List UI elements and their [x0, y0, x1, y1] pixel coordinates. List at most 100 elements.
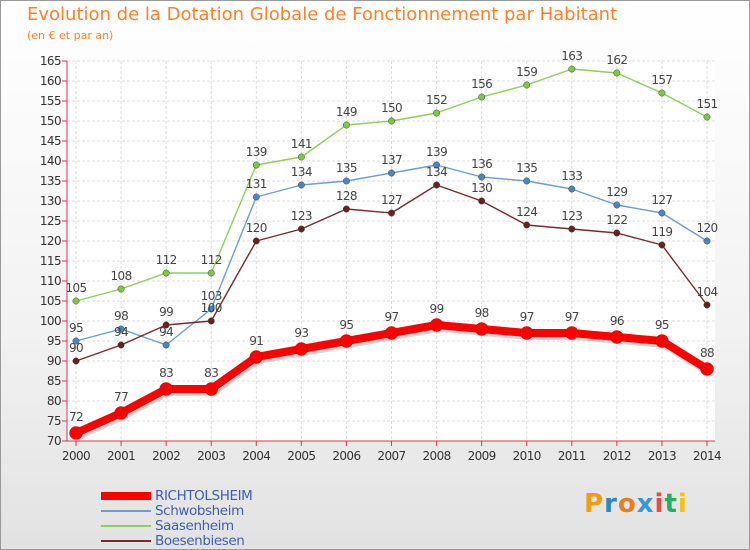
data-label: 97 — [384, 310, 398, 324]
data-label: 72 — [69, 410, 83, 424]
data-point — [207, 317, 215, 325]
data-label: 127 — [381, 193, 402, 207]
data-label: 108 — [111, 269, 132, 283]
data-point — [252, 161, 260, 169]
data-point — [703, 237, 711, 245]
data-label: 135 — [516, 161, 537, 175]
data-point — [613, 201, 621, 209]
data-label: 95 — [69, 321, 83, 335]
y-tick-label: 165 — [40, 54, 61, 68]
y-tick-label: 160 — [40, 74, 61, 88]
data-label: 99 — [159, 305, 173, 319]
x-tick-label: 2002 — [152, 449, 180, 463]
data-point — [384, 326, 399, 340]
data-label: 83 — [159, 366, 173, 380]
data-point — [162, 321, 170, 329]
series-saasenheim: 105 108 112 112 139 141 149 150 152 156 159 163 162 1… — [65, 49, 718, 305]
data-point — [297, 225, 305, 233]
data-label: 123 — [561, 209, 582, 223]
data-label: 100 — [201, 301, 222, 315]
data-point — [388, 209, 395, 217]
data-point — [568, 185, 576, 193]
data-point — [297, 153, 305, 161]
x-tick-label: 2008 — [423, 449, 451, 463]
data-point — [117, 325, 125, 333]
data-point — [117, 341, 125, 349]
data-label: 104 — [696, 285, 717, 299]
data-point — [613, 229, 621, 237]
data-point — [388, 169, 395, 177]
data-label: 131 — [246, 177, 267, 191]
data-label: 98 — [114, 309, 128, 323]
data-point — [523, 221, 531, 229]
y-tick-label: 140 — [40, 154, 61, 168]
y-tick-label: 95 — [47, 334, 61, 348]
data-point — [339, 334, 354, 348]
data-point — [207, 305, 215, 313]
data-label: 134 — [291, 165, 312, 179]
y-tick-label: 85 — [47, 374, 61, 388]
data-label: 149 — [336, 105, 357, 119]
data-point — [72, 297, 80, 305]
data-label: 127 — [651, 193, 672, 207]
legend-label: Schwobsheim — [155, 503, 244, 519]
data-point — [72, 337, 80, 345]
legend-swatch — [101, 510, 151, 512]
x-tick-label: 2012 — [603, 449, 631, 463]
data-label: 96 — [610, 314, 624, 328]
chart-title: Evolution de la Dotation Globale de Fonc… — [27, 4, 618, 25]
data-point — [204, 382, 218, 396]
data-point — [117, 285, 125, 293]
x-tick-label: 2010 — [513, 449, 541, 463]
legend-swatch — [101, 525, 151, 527]
data-label: 128 — [336, 189, 357, 203]
legend-label: Saasenheim — [155, 518, 234, 534]
data-label: 139 — [246, 145, 267, 159]
data-point — [433, 109, 441, 117]
logo-letter: P — [584, 489, 605, 519]
data-point — [114, 406, 128, 420]
data-label: 88 — [700, 346, 714, 360]
y-tick-label: 130 — [40, 194, 61, 208]
y-tick-label: 155 — [40, 94, 61, 108]
data-point — [523, 177, 531, 185]
data-point — [252, 237, 260, 245]
y-tick-label: 120 — [40, 234, 61, 248]
data-point — [342, 121, 350, 129]
data-point — [294, 342, 309, 356]
x-tick-label: 2001 — [107, 449, 135, 463]
y-tick-label: 135 — [40, 174, 61, 188]
legend-item: Saasenheim — [101, 518, 234, 534]
x-tick-label: 2004 — [242, 449, 270, 463]
legend-item: Boesenbiesen — [101, 533, 245, 549]
data-label: 97 — [565, 310, 579, 324]
legend-item: RICHTOLSHEIM — [101, 488, 253, 504]
data-label: 130 — [471, 181, 492, 195]
x-tick-label: 2007 — [377, 449, 405, 463]
logo-letter: r — [604, 489, 618, 519]
y-tick-label: 125 — [40, 214, 61, 228]
data-point — [474, 322, 489, 336]
y-tick-label: 75 — [47, 414, 61, 428]
data-point — [162, 269, 170, 277]
data-point — [703, 301, 711, 309]
logo-letter: i — [654, 489, 665, 519]
data-label: 103 — [201, 289, 222, 303]
y-tick-label: 80 — [47, 394, 61, 408]
data-point — [342, 205, 350, 213]
logo-letter: x — [636, 489, 655, 519]
data-point — [700, 362, 714, 376]
x-tick-label: 2000 — [62, 449, 90, 463]
x-tick-label: 2011 — [558, 449, 586, 463]
data-point — [568, 225, 576, 233]
data-label: 90 — [69, 341, 83, 355]
data-point — [655, 334, 669, 348]
data-point — [613, 69, 621, 77]
data-label: 163 — [561, 49, 582, 63]
data-point — [72, 357, 80, 365]
data-label: 157 — [651, 73, 672, 87]
logo-letter: o — [617, 489, 637, 519]
x-tick-label: 2013 — [648, 449, 676, 463]
